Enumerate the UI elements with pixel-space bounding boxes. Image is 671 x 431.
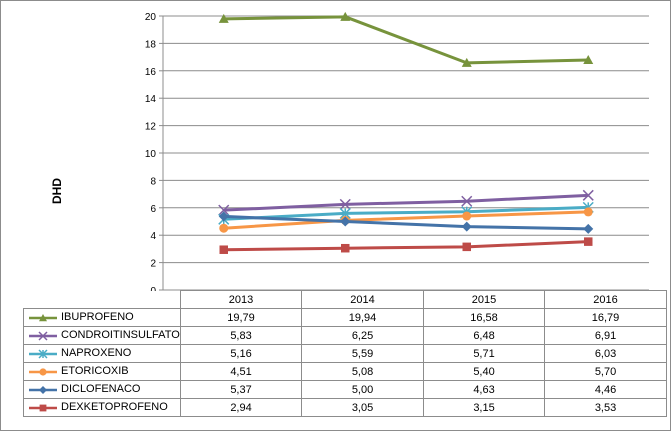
- data-point-dexketoprofeno-2015: [462, 242, 471, 252]
- y-tick-label: 16: [145, 67, 157, 78]
- legend-entry: ETORICOXIB: [23, 362, 181, 381]
- data-label: 5,37: [179, 380, 303, 399]
- x-tick-label: 2014: [301, 290, 424, 309]
- x-tick-label: 2016: [544, 290, 667, 309]
- data-label: 6,03: [544, 344, 667, 363]
- data-point-diclofenaco-2016: [583, 223, 594, 234]
- y-tick-label: 8: [150, 176, 156, 187]
- series-line-etoricoxib: [223, 210, 589, 230]
- line-chart: 0 2 4 6 8 10 12 14 16 18 20: [145, 11, 649, 291]
- y-axis-label: DHD: [50, 178, 64, 204]
- y-tick-label: 10: [145, 149, 157, 160]
- data-point-dexketoprofeno-2014: [341, 243, 350, 253]
- data-point-condroitinsulfato-2013: [218, 204, 230, 216]
- data-point-etoricoxib-2016: [583, 207, 593, 217]
- data-label: 5,08: [301, 362, 424, 381]
- y-tick-label: 18: [145, 39, 157, 50]
- legend-marker: [38, 349, 48, 359]
- y-tick-label: 2: [150, 259, 156, 270]
- table-row: NAPROXENO 5,16 5,59 5,71 6,03: [23, 344, 667, 363]
- data-point-dexketoprofeno-2016: [584, 237, 593, 246]
- legend-label: DICLOFENACO: [61, 383, 141, 396]
- series-line-naproxeno: [223, 205, 589, 221]
- table-corner: [23, 290, 181, 309]
- data-label: 6,91: [544, 326, 667, 345]
- data-label: 5,00: [301, 380, 424, 399]
- data-label: 19,79: [179, 308, 303, 327]
- data-point-etoricoxib-2015: [462, 211, 472, 221]
- legend-entry: NAPROXENO: [23, 344, 181, 363]
- y-tick-label: 14: [145, 94, 157, 105]
- data-point-ibuprofeno-2013: [218, 13, 229, 23]
- data-label: 19,94: [301, 308, 424, 327]
- data-point-ibuprofeno-2016: [583, 54, 594, 64]
- legend-marker: [39, 367, 47, 376]
- data-point-ibuprofeno-2014: [340, 11, 351, 21]
- legend-key-condroitinsulfato: [29, 331, 57, 341]
- y-tick-label: 0: [150, 286, 156, 291]
- data-label: 2,94: [179, 398, 303, 417]
- data-point-diclofenaco-2014: [340, 216, 351, 227]
- data-point-diclofenaco-2013: [218, 211, 229, 222]
- data-label: 5,83: [179, 326, 303, 345]
- table-row: IBUPROFENO 19,79 19,94 16,58 16,79: [23, 308, 667, 327]
- legend-key-dexketoprofeno: [29, 404, 57, 411]
- y-tick-label: 6: [150, 204, 156, 215]
- data-label: 4,46: [544, 380, 667, 399]
- data-label: 5,40: [422, 362, 546, 381]
- series-line-condroitinsulfato: [223, 193, 589, 212]
- y-tick-label: 12: [145, 122, 157, 133]
- table-row: CONDROITINSULFATO 5,83 6,25 6,48 6,91: [23, 326, 667, 345]
- legend-marker: [39, 404, 47, 411]
- data-point-condroitinsulfato-2014: [339, 198, 351, 210]
- data-point-condroitinsulfato-2015: [461, 195, 473, 207]
- data-label: 3,15: [422, 398, 546, 417]
- data-point-etoricoxib-2013: [219, 223, 229, 233]
- legend-marker: [39, 313, 47, 321]
- data-label: 16,58: [422, 308, 546, 327]
- legend-key-ibuprofeno: [29, 313, 57, 321]
- series-line-dexketoprofeno: [223, 240, 589, 252]
- legend-key-diclofenaco: [29, 385, 57, 394]
- data-label: 5,59: [301, 344, 424, 363]
- legend-key-naproxeno: [29, 349, 57, 359]
- legend-label: NAPROXENO: [61, 347, 132, 360]
- series-line-diclofenaco: [223, 214, 589, 231]
- data-label: 4,51: [179, 362, 303, 381]
- y-tick-label: 20: [145, 12, 157, 23]
- legend-marker: [39, 385, 47, 394]
- legend-label: ETORICOXIB: [61, 365, 129, 378]
- data-point-dexketoprofeno-2013: [219, 245, 228, 254]
- data-label: 5,71: [422, 344, 546, 363]
- data-label: 16,79: [544, 308, 667, 327]
- x-tick-label: 2015: [422, 290, 546, 309]
- data-label: 5,70: [544, 362, 667, 381]
- legend-label: IBUPROFENO: [61, 311, 134, 324]
- legend-entry: IBUPROFENO: [23, 308, 181, 327]
- table-row: DICLOFENACO 5,37 5,00 4,63 4,46: [23, 380, 667, 399]
- legend-entry: DICLOFENACO: [23, 380, 181, 399]
- data-point-condroitinsulfato-2016: [582, 189, 594, 201]
- data-label: 3,05: [301, 398, 424, 417]
- data-point-ibuprofeno-2015: [461, 57, 472, 67]
- legend-key-etoricoxib: [29, 367, 57, 376]
- legend-marker: [38, 331, 48, 341]
- table-row: ETORICOXIB 4,51 5,08 5,40 5,70: [23, 362, 667, 381]
- series-line-ibuprofeno: [223, 15, 589, 65]
- data-label: 3,53: [544, 398, 667, 417]
- x-tick-label: 2013: [179, 290, 303, 309]
- data-label: 6,25: [301, 326, 424, 345]
- y-tick-label: 4: [150, 231, 156, 242]
- data-label: 5,16: [179, 344, 303, 363]
- data-table: 2013 2014 2015 2016 IBUPROFENO 19,79 19,94 16,5…: [23, 290, 667, 417]
- legend-entry: CONDROITINSULFATO: [23, 326, 181, 345]
- legend-label: DEXKETOPROFENO: [61, 401, 168, 414]
- data-label: 6,48: [422, 326, 546, 345]
- data-label: 4,63: [422, 380, 546, 399]
- data-point-diclofenaco-2015: [461, 221, 472, 232]
- legend-label: CONDROITINSULFATO: [61, 329, 180, 342]
- table-row: DEXKETOPROFENO 2,94 3,05 3,15 3,53: [23, 398, 667, 417]
- legend-entry: DEXKETOPROFENO: [23, 398, 181, 417]
